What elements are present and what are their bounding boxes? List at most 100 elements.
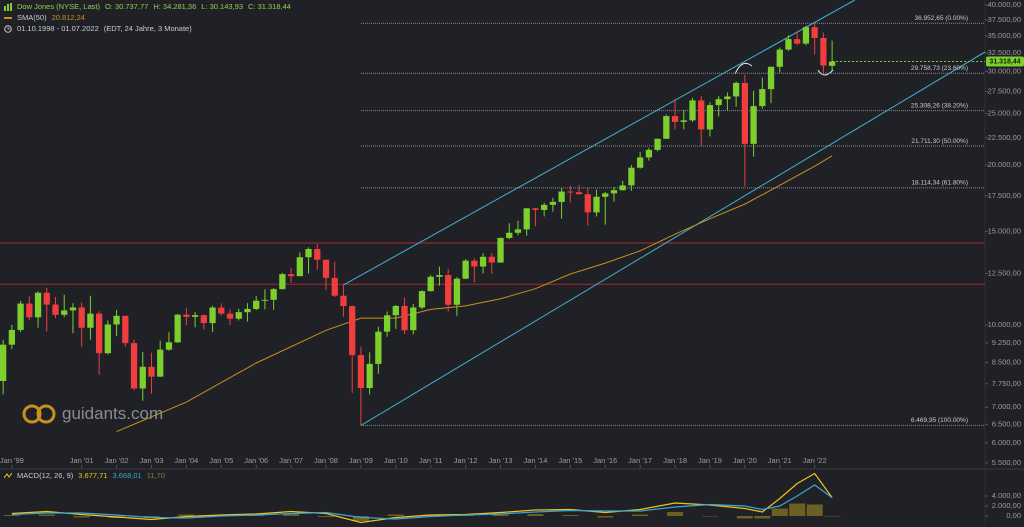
candle-body (261, 299, 269, 301)
candle-body (689, 100, 696, 121)
histogram-bar (457, 515, 474, 516)
candle-body (157, 349, 164, 377)
x-tick-label: Jan '08 (314, 456, 338, 465)
x-tick-label: Jan '14 (523, 456, 547, 465)
candle-body (392, 305, 399, 316)
x-tick-label: Jan '05 (209, 456, 233, 465)
fibonacci-label: 21.711,30 (50.00%) (911, 138, 968, 145)
candle-body (218, 307, 225, 314)
icon (4, 16, 12, 19)
ohlc-close: C: 31.318,44 (248, 2, 291, 11)
histogram-bar (38, 514, 55, 516)
annotation-arc (734, 62, 753, 75)
y-tick-label: 25.000,00 (988, 108, 1021, 117)
candle-body (52, 304, 59, 315)
candle-body (357, 355, 365, 389)
candle-body (785, 39, 792, 50)
candle-body (78, 307, 85, 328)
candle-body (200, 315, 207, 324)
candle-body (244, 308, 251, 313)
candle-body (732, 82, 740, 97)
y-tick-label: 7.000,00 (992, 402, 1021, 411)
candle-body (314, 249, 321, 260)
y-tick-label: 32.500,00 (988, 48, 1021, 57)
candle-body (619, 185, 626, 191)
candle-body (575, 192, 583, 195)
candle-body (811, 27, 818, 38)
x-tick-label: Jan '15 (558, 456, 582, 465)
candle-body (418, 291, 426, 308)
candle-body (514, 229, 522, 233)
candle-body (104, 324, 111, 354)
candle-body (706, 105, 714, 130)
macd-panel: 4.000,002.000,000,00 (3, 472, 1021, 524)
ohlc-low: L: 30.143,93 (201, 2, 243, 11)
y-tick-label: 15.000,00 (988, 226, 1021, 235)
trend-line (343, 0, 856, 286)
x-tick-label: Jan '03 (140, 456, 164, 465)
y-tick-label: 2.000,00 (992, 501, 1021, 510)
histogram-bar (824, 515, 841, 517)
candle-body (0, 344, 7, 382)
y-tick-label: 7.750,00 (992, 379, 1021, 388)
y-tick-label: 37.500,00 (988, 15, 1021, 24)
candle-body (113, 315, 120, 325)
x-tick-label: Jan '11 (419, 456, 442, 465)
y-tick-label: 30.000,00 (988, 66, 1021, 75)
histogram-bar (667, 512, 684, 516)
candle-body (610, 190, 618, 194)
candle-body (506, 232, 513, 238)
candle-body (279, 274, 286, 290)
annotation-arc (817, 69, 834, 76)
watermark-logo: guidants.com (22, 404, 163, 424)
candle-body (698, 100, 705, 130)
candle-body (122, 315, 129, 344)
y-tick-label: 20.000,00 (988, 160, 1021, 169)
period-header: 01.10.1998 - 01.07.2022 (EDT, 24 Jahre, … (4, 24, 192, 33)
x-tick-label: Jan '22 (803, 456, 827, 465)
candle-body (366, 363, 373, 389)
x-tick-label: Jan '01 (70, 456, 94, 465)
candle-body (776, 49, 783, 67)
candle-body (322, 259, 330, 278)
candle-body (287, 274, 295, 277)
candle-body (759, 89, 766, 107)
instrument-header: Dow Jones (NYSE, Last) O: 30.737,77 H: 3… (4, 2, 291, 11)
candle-body (349, 306, 356, 356)
histogram-bar (318, 516, 335, 517)
candle-body (602, 193, 609, 197)
candle-body (375, 331, 382, 364)
y-tick-label: 6.500,00 (992, 419, 1021, 428)
candle-body (436, 275, 443, 277)
candle-body (296, 257, 303, 277)
ohlc-open: O: 30.737,77 (104, 2, 149, 11)
candle-body (663, 116, 670, 139)
x-tick-label: Jan '09 (349, 456, 373, 465)
candle-body (593, 196, 600, 213)
x-tick-label: Jan '04 (174, 456, 198, 465)
histogram-bar (789, 503, 806, 516)
fibonacci-label: 6.469,95 (100.00%) (911, 417, 968, 424)
candle-body (410, 307, 417, 331)
histogram-bar (73, 516, 90, 518)
candle-body (637, 157, 644, 168)
candle-body (802, 27, 810, 44)
candle-body (401, 305, 408, 331)
candle-body (645, 149, 653, 158)
candle-body (148, 366, 155, 377)
candle-body (453, 278, 461, 305)
candle-body (584, 194, 591, 213)
fibonacci-label: 25.308,26 (38.20%) (911, 102, 968, 109)
candle-body (479, 256, 487, 267)
y-tick-label: 40.000,00 (988, 0, 1021, 9)
fibonacci-label: 18.114,34 (61.80%) (911, 180, 968, 187)
macd-line (11, 484, 833, 520)
candle-body (724, 96, 731, 100)
x-tick-label: Jan '06 (244, 456, 268, 465)
candle-body (226, 313, 234, 319)
period: 01.10.1998 - 01.07.2022 (17, 24, 99, 33)
candle-body (209, 307, 216, 324)
watermark: guidants.com (62, 404, 164, 423)
candle-body (383, 315, 391, 332)
histogram-bar (492, 514, 509, 516)
